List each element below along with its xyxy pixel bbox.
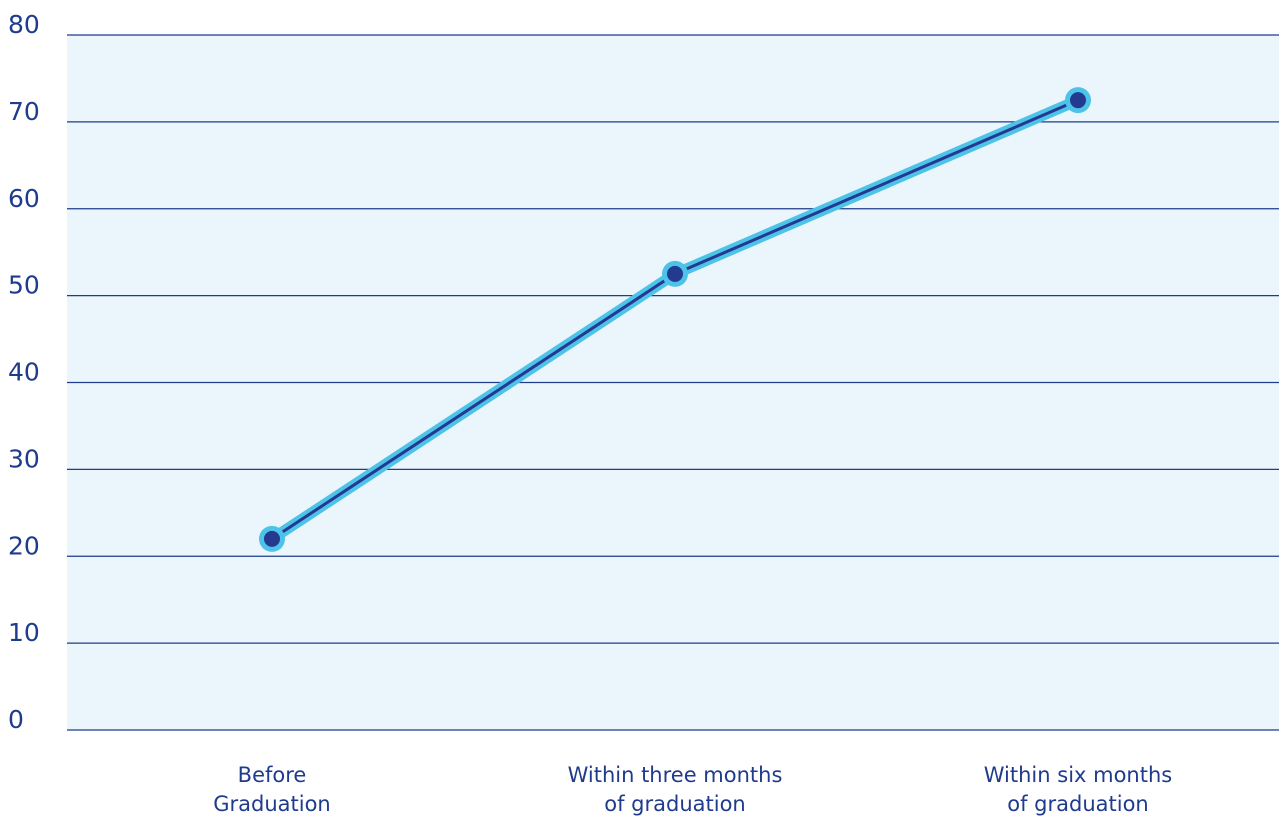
x-tick-label-line: of graduation <box>1007 792 1148 816</box>
y-tick-label: 50 <box>8 271 40 300</box>
y-tick-label: 60 <box>8 184 40 213</box>
data-point-marker <box>667 265 683 282</box>
x-tick-label: Within three months of graduation <box>568 763 783 816</box>
x-tick-label-line: Within three months <box>568 763 783 787</box>
data-point <box>662 260 688 287</box>
y-tick-label: 20 <box>8 531 40 560</box>
y-tick-label: 10 <box>8 618 40 647</box>
data-point <box>1065 87 1091 114</box>
x-axis-tick-labels: Before Graduation Within three months of gr… <box>213 763 1172 816</box>
y-tick-label: 70 <box>8 97 40 126</box>
data-point-marker <box>264 530 280 547</box>
y-tick-label: 80 <box>8 10 40 39</box>
gridlines <box>67 34 1279 731</box>
x-tick-label-line: Within six months <box>984 763 1172 787</box>
x-tick-label-line: of graduation <box>604 792 745 816</box>
data-point-marker <box>1070 92 1086 109</box>
x-tick-label-line: Before <box>238 763 307 787</box>
x-tick-label: Before Graduation <box>213 763 331 816</box>
y-axis-tick-labels: 0 10 20 30 40 50 60 70 80 <box>8 10 40 734</box>
data-point <box>259 525 285 552</box>
series-group <box>259 87 1091 552</box>
x-tick-label: Within six months of graduation <box>984 763 1172 816</box>
x-tick-label-line: Graduation <box>213 792 331 816</box>
y-tick-label: 40 <box>8 358 40 387</box>
y-tick-label: 0 <box>8 705 24 734</box>
y-tick-label: 30 <box>8 444 40 473</box>
